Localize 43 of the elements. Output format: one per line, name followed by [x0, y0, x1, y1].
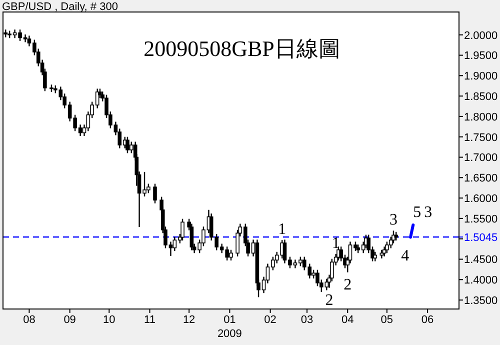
- x-tick-label: 02: [264, 314, 276, 326]
- y-tick-label: 1.4500: [464, 254, 498, 266]
- candlestick: [180, 218, 184, 242]
- annotation: 3: [389, 212, 398, 229]
- x-tick-label: 05: [380, 314, 394, 326]
- candlestick: [229, 249, 233, 262]
- x-tick-label: 09: [64, 314, 76, 326]
- x-tick-label: 01 2009: [217, 314, 242, 340]
- candlestick: [153, 183, 157, 204]
- x-tick-label: 06: [421, 314, 434, 326]
- y-tick-label: 1.5500: [464, 213, 498, 226]
- candlestick: [385, 241, 389, 254]
- y-tick-label: 1.4000: [464, 274, 498, 287]
- y-tick-label: 1.8000: [464, 111, 498, 124]
- ref-line-label: 1.5045: [464, 232, 498, 244]
- x-tick-label: 12: [182, 314, 196, 326]
- annotation: 1: [332, 234, 340, 252]
- x-tick-label: 10: [103, 314, 116, 326]
- annotation: 1: [278, 221, 286, 238]
- y-tick-label: 1.6000: [464, 193, 498, 206]
- candlestick: [126, 136, 130, 154]
- y-tick-label: 1.9500: [464, 50, 498, 62]
- y-tick-label: 1.9000: [464, 70, 498, 83]
- x-tick-label: 08: [23, 314, 36, 326]
- text: 20090508GBP日線圖: [144, 36, 340, 61]
- y-tick-label: 1.7000: [464, 152, 498, 164]
- candlestick: [130, 141, 134, 154]
- y-tick-label: 1.6500: [464, 172, 498, 185]
- annotation: 2: [325, 292, 334, 309]
- annotation: 5: [413, 204, 422, 221]
- y-tick-label: 1.3500: [464, 295, 498, 308]
- candlestick: [190, 223, 194, 251]
- y-tick-label: 1.8500: [464, 91, 498, 104]
- annotation: 3: [424, 204, 432, 221]
- x-tick-label: 04: [341, 314, 354, 326]
- annotation: 2: [344, 276, 352, 294]
- candlestick: [382, 246, 386, 257]
- y-tick-label: 1.7500: [464, 132, 498, 144]
- annotation: GBP/USD , Daily, # 300: [2, 1, 118, 13]
- annotation: 4: [401, 247, 410, 264]
- x-tick-label: 03: [300, 314, 314, 326]
- x-tick-label: 11: [144, 314, 156, 326]
- y-tick-label: 2.0000: [464, 30, 498, 42]
